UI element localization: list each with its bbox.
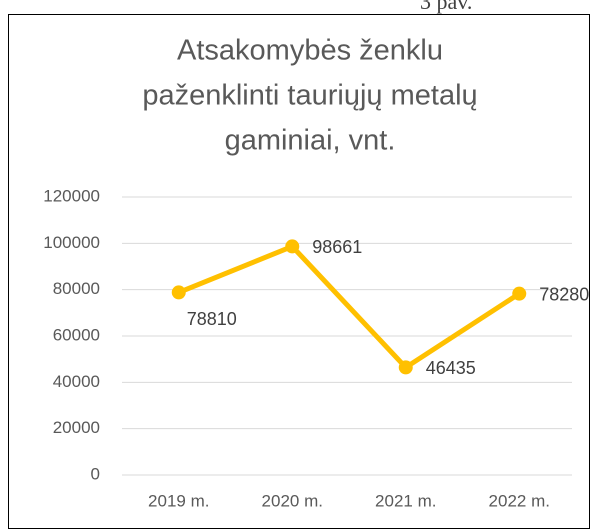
data-label: 78810 <box>187 309 237 329</box>
y-tick-label: 60000 <box>53 325 100 344</box>
marker <box>171 285 186 300</box>
y-tick-label: 0 <box>91 464 100 483</box>
marker <box>512 286 527 301</box>
marker <box>398 360 413 375</box>
y-tick-label: 100000 <box>43 233 100 252</box>
data-label: 46435 <box>426 358 476 378</box>
y-tick-label: 40000 <box>53 372 100 391</box>
line <box>177 243 521 370</box>
y-tick-label: 120000 <box>43 186 100 205</box>
chart-frame <box>8 14 590 529</box>
data-label: 98661 <box>312 237 362 257</box>
y-tick-label: 80000 <box>53 279 100 298</box>
x-tick-label: 2021 m. <box>375 491 436 510</box>
x-tick-label: 2019 m. <box>148 491 209 510</box>
data-label: 78280 <box>539 284 589 304</box>
y-tick-label: 20000 <box>53 418 100 437</box>
x-tick-label: 2022 m. <box>489 491 550 510</box>
caption: 3 pav. <box>420 0 472 14</box>
chart-title: paženklinti tauriųjų metalų <box>142 80 477 112</box>
x-tick-label: 2020 m. <box>262 491 323 510</box>
marker <box>285 239 300 254</box>
chart-title: Atsakomybės ženklu <box>177 35 443 67</box>
chart-title: gaminiai, vnt. <box>225 125 396 157</box>
